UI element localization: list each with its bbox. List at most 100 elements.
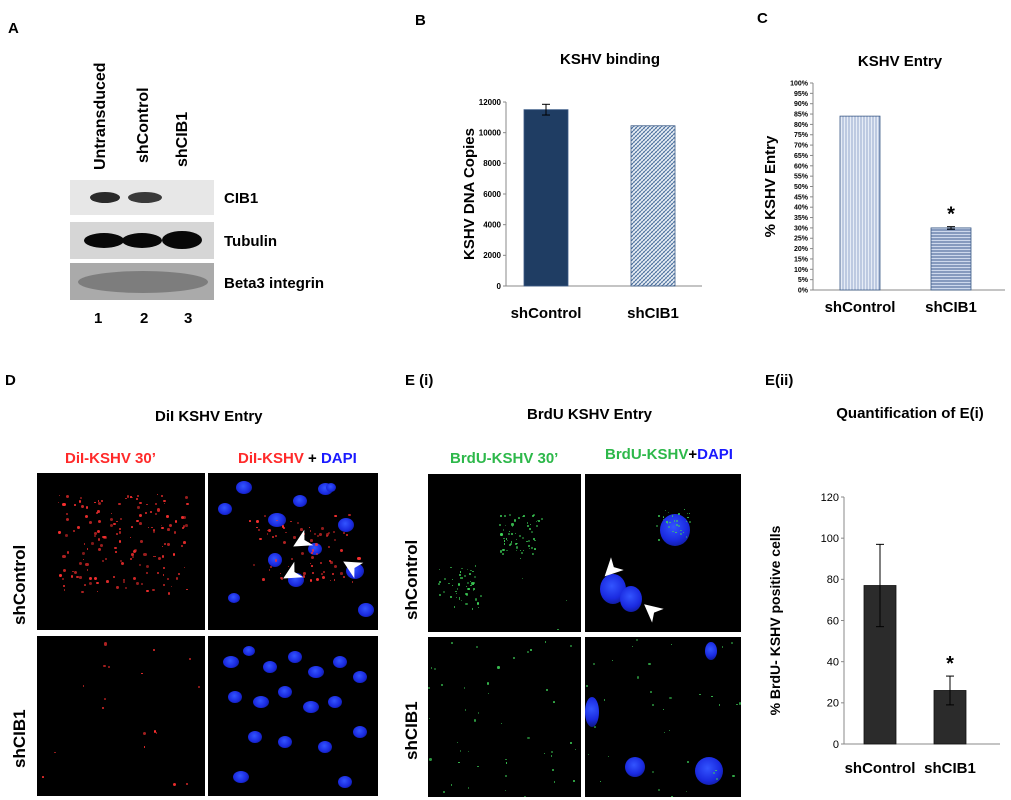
- fluorescent-puncta: [674, 520, 676, 522]
- fluorescent-puncta: [185, 502, 189, 506]
- fluorescent-puncta: [320, 562, 323, 565]
- fluorescent-puncta: [146, 503, 148, 505]
- fluorescent-puncta: [663, 731, 665, 733]
- fluorescent-puncta: [469, 569, 472, 572]
- panel-d-row-shcib1: shCIB1: [10, 709, 29, 768]
- fluorescent-puncta: [453, 606, 456, 608]
- dapi-nucleus: [236, 481, 252, 494]
- fluorescent-puncta: [611, 659, 614, 662]
- fluorescent-puncta: [676, 524, 678, 526]
- fluorescent-puncta: [477, 712, 479, 714]
- fluorescent-puncta: [279, 576, 283, 580]
- fluorescent-puncta: [451, 584, 453, 586]
- fluorescent-puncta: [170, 586, 173, 588]
- fluorescent-puncta: [677, 524, 680, 527]
- fluorescent-puncta: [54, 751, 57, 754]
- fluorescent-puncta: [333, 514, 336, 517]
- fluorescent-puncta: [648, 662, 651, 665]
- lane-number-2: 2: [140, 310, 149, 327]
- fluorescent-puncta: [296, 521, 299, 525]
- arrowhead-icon: [283, 561, 304, 579]
- fluorescent-puncta: [456, 588, 458, 590]
- fluorescent-puncta: [136, 497, 138, 500]
- fluorescent-puncta: [551, 750, 554, 753]
- y-tick-label: 120: [821, 492, 839, 504]
- fluorescent-puncta: [515, 543, 517, 545]
- fluorescent-puncta: [152, 528, 155, 531]
- fluorescent-puncta: [65, 512, 69, 515]
- y-tick-label: 2000: [483, 251, 501, 260]
- lane-header-shcib1: shCIB1: [174, 111, 191, 167]
- fluorescent-puncta: [167, 543, 170, 546]
- fluorescent-puncta: [501, 722, 503, 724]
- micrograph-dii-dapi-shcontrol: [208, 473, 378, 630]
- fluorescent-puncta: [730, 641, 733, 644]
- panel-e-col2-caption: BrdU-KSHV+DAPI: [605, 446, 733, 463]
- fluorescent-puncta: [329, 580, 332, 582]
- fluorescent-puncta: [522, 515, 525, 517]
- fluorescent-puncta: [469, 580, 471, 583]
- fluorescent-puncta: [472, 581, 475, 584]
- fluorescent-puncta: [587, 753, 589, 755]
- dapi-nucleus: [328, 696, 342, 708]
- fluorescent-puncta: [689, 521, 691, 523]
- fluorescent-puncta: [474, 719, 477, 722]
- fluorescent-puncta: [502, 549, 505, 552]
- fluorescent-puncta: [736, 703, 739, 706]
- fluorescent-puncta: [657, 538, 661, 542]
- fluorescent-puncta: [711, 695, 713, 698]
- fluorescent-puncta: [139, 501, 143, 505]
- fluorescent-puncta: [672, 530, 674, 533]
- fluorescent-puncta: [474, 576, 477, 579]
- fluorescent-puncta: [670, 643, 673, 646]
- fluorescent-puncta: [471, 608, 474, 611]
- band: [162, 231, 202, 249]
- fluorescent-puncta: [74, 570, 78, 575]
- fluorescent-puncta: [520, 557, 522, 559]
- fluorescent-puncta: [66, 494, 70, 498]
- fluorescent-puncta: [151, 526, 153, 529]
- fluorescent-puncta: [333, 579, 336, 581]
- panel-d-col1-caption: DiI-KSHV 30’: [65, 450, 156, 467]
- fluorescent-puncta: [266, 529, 269, 532]
- fluorescent-puncta: [497, 666, 500, 669]
- dapi-nucleus: [326, 483, 336, 492]
- fluorescent-puncta: [269, 565, 273, 569]
- fluorescent-puncta: [545, 688, 548, 691]
- fluorescent-puncta: [77, 526, 81, 529]
- fluorescent-puncta: [180, 544, 183, 547]
- band: [84, 233, 124, 248]
- fluorescent-puncta: [340, 548, 344, 552]
- fluorescent-puncta: [430, 667, 433, 669]
- fluorescent-puncta: [523, 795, 527, 797]
- chart-title: KSHV Entry: [858, 53, 943, 70]
- fluorescent-puncta: [116, 586, 119, 589]
- fluorescent-puncta: [662, 518, 664, 520]
- fluorescent-puncta: [165, 515, 169, 518]
- fluorescent-puncta: [499, 514, 502, 518]
- fluorescent-puncta: [514, 519, 517, 522]
- fluorescent-puncta: [329, 560, 331, 562]
- dapi-nucleus: [333, 656, 347, 668]
- fluorescent-puncta: [477, 765, 479, 768]
- y-axis-title: % BrdU- KSHV positive cells: [767, 525, 783, 715]
- fluorescent-puncta: [334, 538, 337, 542]
- fluorescent-puncta: [183, 516, 186, 520]
- fluorescent-puncta: [530, 547, 533, 550]
- fluorescent-puncta: [455, 590, 457, 593]
- fluorescent-puncta: [266, 532, 269, 535]
- fluorescent-puncta: [328, 546, 330, 549]
- dapi-nucleus: [248, 731, 262, 743]
- fluorescent-puncta: [635, 639, 638, 642]
- fluorescent-puncta: [302, 575, 306, 578]
- fluorescent-puncta: [86, 568, 89, 571]
- fluorescent-puncta: [442, 790, 445, 794]
- fluorescent-puncta: [521, 536, 525, 540]
- fluorescent-puncta: [464, 574, 467, 577]
- fluorescent-puncta: [658, 515, 660, 517]
- micrograph-brdu-dapi-shcib1: [585, 637, 741, 797]
- y-tick-label: 100%: [790, 80, 809, 87]
- dapi-nucleus: [660, 514, 690, 546]
- fluorescent-puncta: [526, 524, 529, 527]
- bar: [523, 109, 569, 287]
